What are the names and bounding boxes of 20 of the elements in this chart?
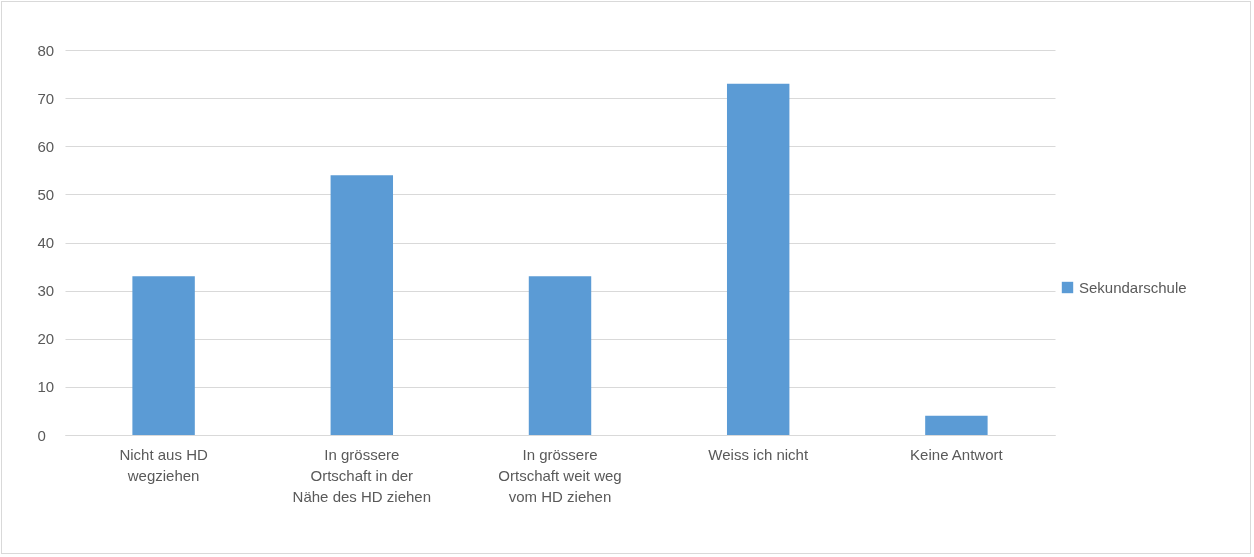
x-tick-label: Nicht aus HD wegziehen [119, 445, 208, 484]
y-tick-label: 50 [37, 185, 55, 203]
y-tick-label: 70 [37, 89, 55, 107]
bar [528, 276, 592, 435]
y-tick-label: 80 [37, 41, 55, 59]
bar [726, 83, 790, 435]
bar [132, 276, 195, 435]
x-tick-label: In grössere Ortschaft weit weg vom HD ziehen [498, 445, 622, 505]
bar [925, 415, 988, 435]
y-tick-label: 10 [37, 378, 55, 396]
x-tick-label: In grössere Ortschaft in der Nähe des HD ziehen [292, 445, 432, 505]
y-tick-label: 40 [37, 234, 55, 251]
y-tick-label: 0 [37, 426, 46, 444]
legend-label: Sekundarschule [1079, 278, 1187, 296]
x-tick-label: Weiss ich nicht [708, 445, 809, 463]
y-tick-label: 30 [37, 282, 55, 300]
x-tick-label: Keine Antwort [910, 445, 1004, 463]
bar [330, 175, 394, 435]
y-tick-label: 60 [37, 137, 55, 155]
y-tick-label: 20 [37, 330, 55, 348]
